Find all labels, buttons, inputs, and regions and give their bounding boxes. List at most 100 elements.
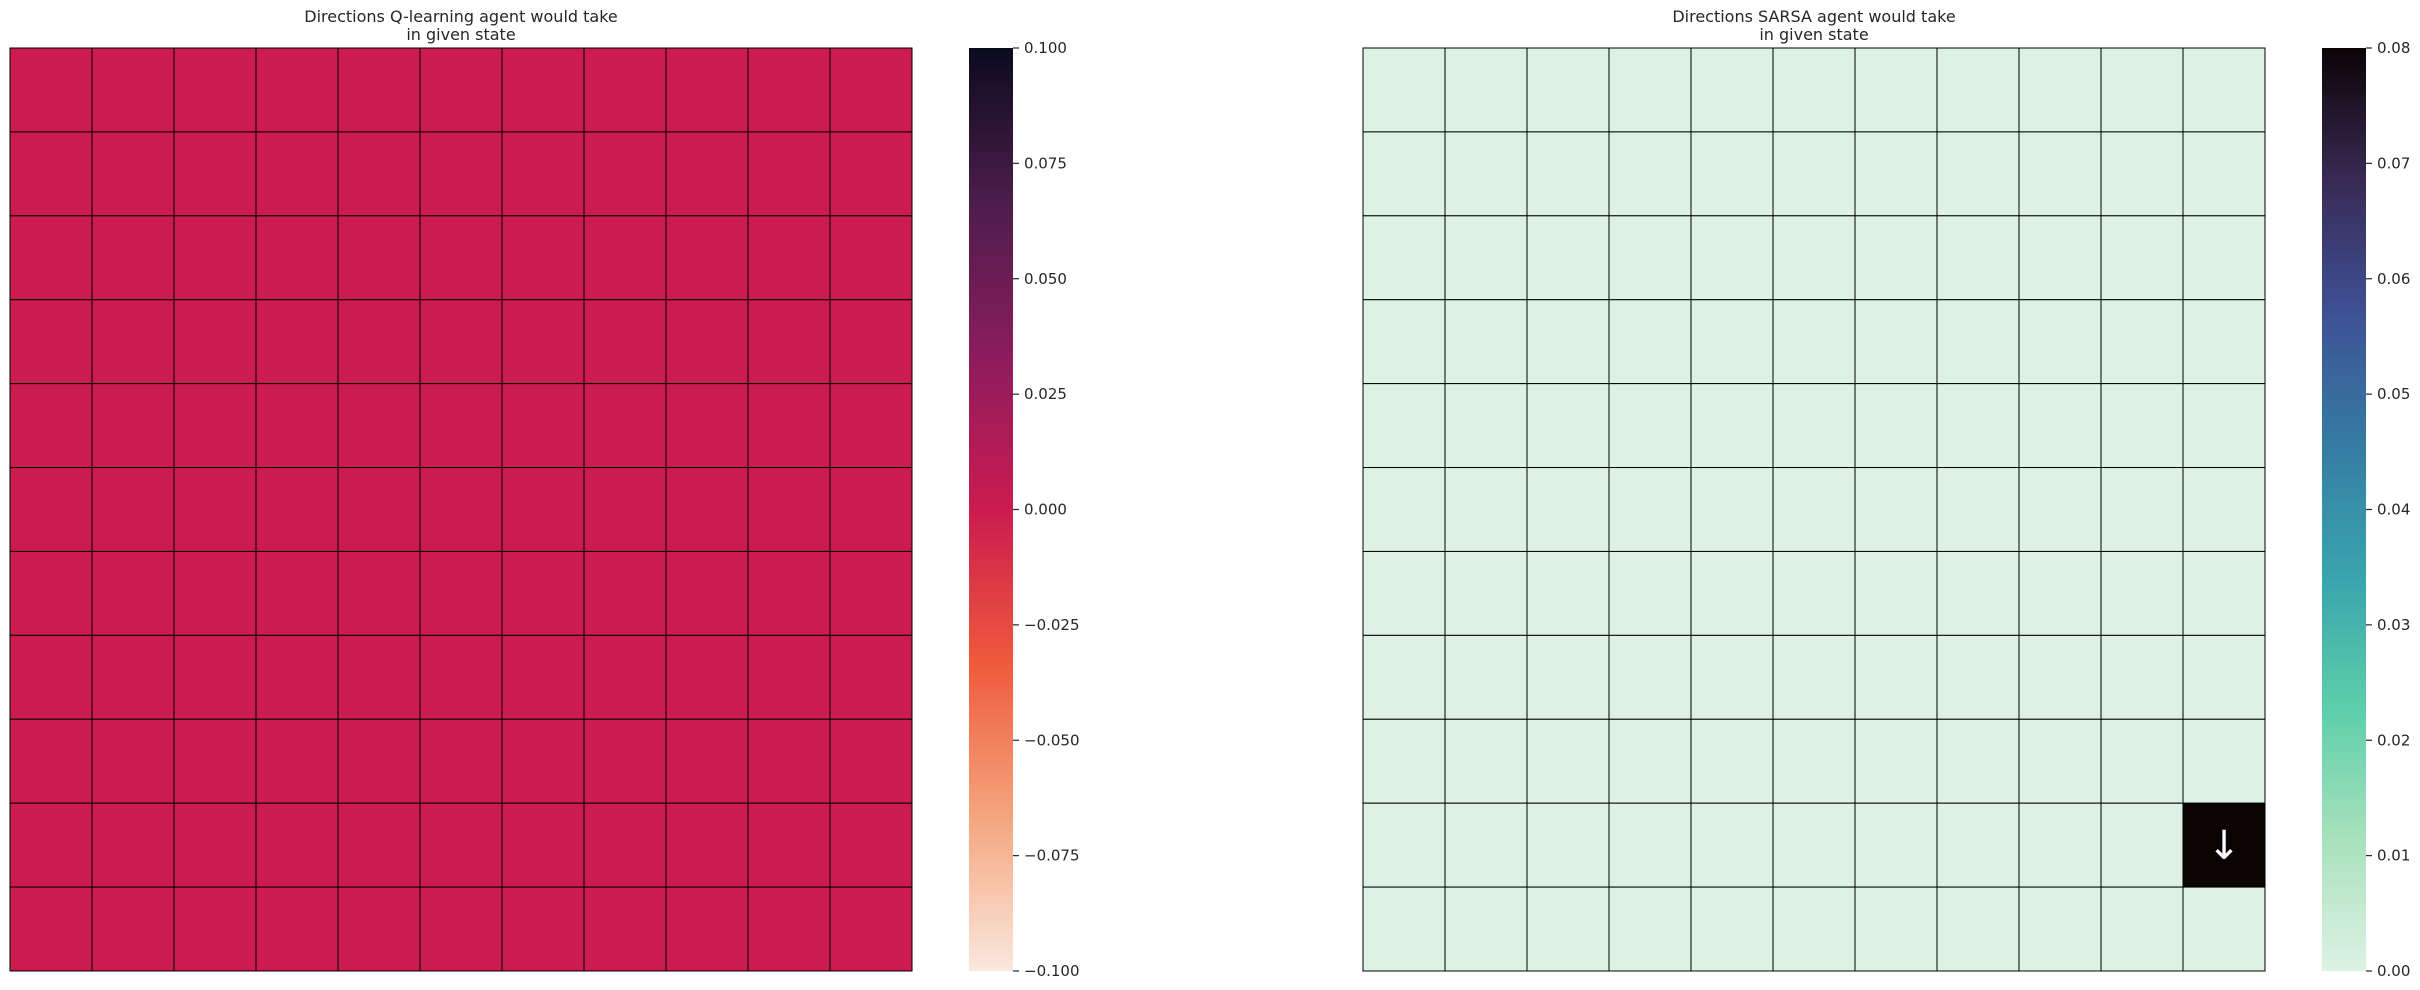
heatmap-cell [2182, 802, 2266, 888]
heatmap-cell [337, 131, 421, 217]
colorbar-tick-label: 0.05 [2377, 385, 2410, 403]
heatmap-cell [747, 550, 831, 636]
chart-title-line: in given state [406, 25, 515, 44]
colorbar-tick-label: 0.03 [2377, 616, 2410, 634]
heatmap-cell [419, 131, 503, 217]
heatmap-cell [501, 299, 585, 385]
heatmap-cell [747, 718, 831, 804]
heatmap-cell [419, 299, 503, 385]
heatmap-cell [1608, 383, 1692, 469]
heatmap-cell [419, 634, 503, 720]
heatmap-cell [9, 299, 93, 385]
heatmap-cell [2182, 131, 2266, 217]
heatmap-cell [2018, 467, 2102, 552]
heatmap-cell [829, 634, 913, 720]
heatmap-cell [173, 718, 257, 804]
heatmap-cell [1854, 886, 1938, 972]
heatmap-cell [829, 467, 913, 552]
heatmap-cell [337, 718, 421, 804]
heatmap-cell [583, 634, 667, 720]
colorbar-tick-label: 0.02 [2377, 731, 2410, 749]
heatmap-cell [255, 467, 339, 552]
heatmap-cell [2100, 215, 2184, 301]
heatmap-cell [9, 550, 93, 636]
heatmap-cell [747, 886, 831, 972]
colorbar-tick-label: 0.000 [1024, 501, 1067, 519]
heatmap-cell [1936, 802, 2020, 888]
heatmap-cell [173, 634, 257, 720]
heatmap-cell [1608, 718, 1692, 804]
heatmap-cell [501, 718, 585, 804]
heatmap-cell [2018, 215, 2102, 301]
heatmap-cell [9, 47, 93, 133]
colorbar-tick-label: 0.01 [2377, 847, 2410, 865]
heatmap-cell [501, 634, 585, 720]
heatmap-cell [501, 886, 585, 972]
heatmap-cell [173, 215, 257, 301]
heatmap-cell [173, 550, 257, 636]
heatmap-cell [501, 131, 585, 217]
heatmap-cell [1854, 550, 1938, 636]
heatmap-cell [583, 802, 667, 888]
heatmap-cell [829, 550, 913, 636]
heatmap-cell [2100, 634, 2184, 720]
heatmap-cell [747, 802, 831, 888]
heatmap-cell [665, 299, 749, 385]
heatmap-cell [1444, 802, 1528, 888]
heatmap-cell [1362, 802, 1446, 888]
heatmap-cell [91, 634, 175, 720]
heatmap-cell [2182, 550, 2266, 636]
heatmap-cell [1854, 634, 1938, 720]
heatmap-cell [747, 299, 831, 385]
heatmap-cell [1444, 131, 1528, 217]
heatmap-cell [1854, 131, 1938, 217]
heatmap-cell [583, 215, 667, 301]
heatmap-cell [1690, 131, 1774, 217]
heatmap-cell [1690, 802, 1774, 888]
heatmap-cell [1444, 550, 1528, 636]
heatmap-cell [2100, 131, 2184, 217]
heatmap-cell [337, 215, 421, 301]
heatmap-cell [747, 634, 831, 720]
heatmap-cell [665, 467, 749, 552]
chart-title-line: Directions SARSA agent would take [1672, 7, 1955, 26]
heatmap-cell [337, 634, 421, 720]
heatmap-cell [1772, 886, 1856, 972]
heatmap-cell [583, 718, 667, 804]
heatmap-cell [2182, 299, 2266, 385]
heatmap-cell [255, 634, 339, 720]
colorbar-tick-label: 0.06 [2377, 270, 2410, 288]
heatmap-cell [829, 802, 913, 888]
heatmap-cell [665, 802, 749, 888]
heatmap-cell [1526, 47, 1610, 133]
heatmap-cell [747, 467, 831, 552]
heatmap-cell [2100, 383, 2184, 469]
colorbar-tick-label: 0.100 [1024, 39, 1067, 57]
heatmap-cell [1362, 718, 1446, 804]
chart-title-line: in given state [1759, 25, 1868, 44]
heatmap-cell [2182, 383, 2266, 469]
heatmap-cell [2100, 47, 2184, 133]
heatmap-cell [1362, 467, 1446, 552]
heatmap-panel-1: Directions Q-learning agent would takein… [9, 7, 1080, 980]
heatmap-cell [1608, 299, 1692, 385]
heatmap-cell [1772, 47, 1856, 133]
heatmap-cell [829, 886, 913, 972]
heatmap-cell [1608, 886, 1692, 972]
heatmap-cell [1936, 215, 2020, 301]
heatmap-cell [2018, 634, 2102, 720]
heatmap-cell [255, 47, 339, 133]
heatmap-cell [255, 299, 339, 385]
heatmap-cell [419, 467, 503, 552]
heatmap-cell [1936, 634, 2020, 720]
heatmap-cell [255, 886, 339, 972]
heatmap-cell [1772, 802, 1856, 888]
heatmap-cell [2018, 802, 2102, 888]
heatmap-cell [665, 215, 749, 301]
heatmap-cell [1362, 131, 1446, 217]
heatmap-cell [173, 802, 257, 888]
colorbar [969, 48, 1013, 971]
heatmap-cell [2100, 299, 2184, 385]
heatmap-cell [91, 215, 175, 301]
heatmap-cell [2182, 886, 2266, 972]
